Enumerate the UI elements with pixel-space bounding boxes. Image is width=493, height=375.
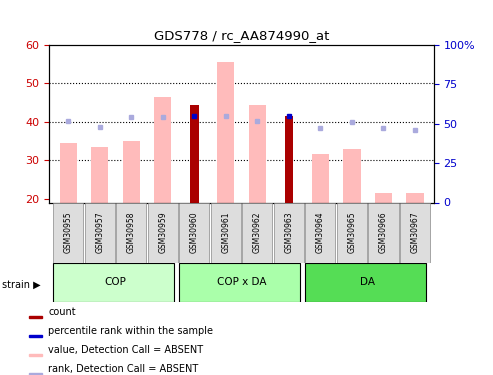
Bar xyxy=(375,193,392,202)
Text: DA: DA xyxy=(360,277,375,287)
Text: GSM30965: GSM30965 xyxy=(348,211,356,254)
Text: GSM30957: GSM30957 xyxy=(95,211,104,254)
FancyBboxPatch shape xyxy=(211,202,241,262)
FancyBboxPatch shape xyxy=(305,262,426,302)
Text: count: count xyxy=(48,307,76,317)
Bar xyxy=(190,105,199,202)
Bar xyxy=(312,154,329,203)
Bar xyxy=(248,105,266,202)
Bar xyxy=(60,143,77,202)
Title: GDS778 / rc_AA874990_at: GDS778 / rc_AA874990_at xyxy=(154,30,329,42)
Text: rank, Detection Call = ABSENT: rank, Detection Call = ABSENT xyxy=(48,364,198,374)
Text: GSM30964: GSM30964 xyxy=(316,211,325,254)
Bar xyxy=(154,97,172,202)
FancyBboxPatch shape xyxy=(53,202,83,262)
Bar xyxy=(29,373,41,375)
Text: COP: COP xyxy=(105,277,126,287)
FancyBboxPatch shape xyxy=(179,262,300,302)
Bar xyxy=(123,141,140,202)
Bar xyxy=(284,116,293,202)
FancyBboxPatch shape xyxy=(116,202,146,262)
Bar xyxy=(217,62,235,202)
Bar xyxy=(343,149,360,202)
Text: GSM30961: GSM30961 xyxy=(221,212,230,253)
FancyBboxPatch shape xyxy=(305,202,336,262)
Bar xyxy=(91,147,108,202)
FancyBboxPatch shape xyxy=(400,202,430,262)
FancyBboxPatch shape xyxy=(179,202,210,262)
Text: percentile rank within the sample: percentile rank within the sample xyxy=(48,326,213,336)
Text: GSM30960: GSM30960 xyxy=(190,211,199,254)
Text: strain ▶: strain ▶ xyxy=(2,280,41,290)
Bar xyxy=(29,316,41,318)
FancyBboxPatch shape xyxy=(85,202,115,262)
Text: GSM30958: GSM30958 xyxy=(127,212,136,253)
Bar xyxy=(29,335,41,337)
FancyBboxPatch shape xyxy=(53,262,174,302)
Text: COP x DA: COP x DA xyxy=(217,277,266,287)
FancyBboxPatch shape xyxy=(242,202,273,262)
Text: GSM30955: GSM30955 xyxy=(64,211,72,254)
Text: value, Detection Call = ABSENT: value, Detection Call = ABSENT xyxy=(48,345,203,355)
FancyBboxPatch shape xyxy=(274,202,304,262)
Text: GSM30967: GSM30967 xyxy=(411,211,420,254)
Bar xyxy=(406,193,423,202)
Text: GSM30959: GSM30959 xyxy=(158,211,167,254)
FancyBboxPatch shape xyxy=(147,202,178,262)
Text: GSM30963: GSM30963 xyxy=(284,211,293,254)
FancyBboxPatch shape xyxy=(368,202,398,262)
Bar xyxy=(29,354,41,356)
Text: GSM30966: GSM30966 xyxy=(379,211,388,254)
FancyBboxPatch shape xyxy=(337,202,367,262)
Text: GSM30962: GSM30962 xyxy=(253,212,262,253)
